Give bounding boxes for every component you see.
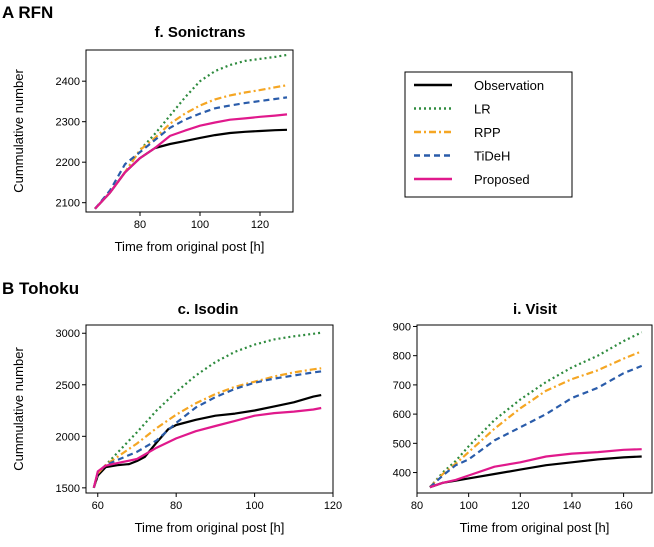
- y-tick-label-f-sonictrans: 2200: [56, 157, 80, 169]
- y-tick-label-i-visit: 600: [393, 409, 411, 421]
- legend: Observation LR RPP TiDeH Proposed: [404, 71, 573, 198]
- x-tick-label-f-sonictrans: 120: [251, 219, 269, 231]
- y-tick-label-f-sonictrans: 2400: [56, 76, 80, 88]
- series-line-tideh-i-visit: [429, 364, 643, 489]
- y-tick-label-i-visit: 700: [393, 380, 411, 392]
- y-tick-label-f-sonictrans: 2100: [56, 198, 80, 210]
- series-line-lr-c-isodin: [92, 331, 322, 489]
- chart-title-c-isodin: c. Isodin: [178, 301, 239, 318]
- section-label-tohoku: B Tohoku: [2, 279, 79, 298]
- plot-frame-c-isodin: [85, 324, 334, 494]
- section-label-rfn: A RFN: [2, 3, 53, 22]
- y-axis-label-f-sonictrans: Cummulative number: [11, 69, 26, 193]
- series-line-tideh-c-isodin: [92, 370, 322, 489]
- x-axis-label-f-sonictrans: Time from original post [h]: [115, 239, 265, 254]
- series-line-observation-i-visit: [429, 455, 642, 489]
- x-tick-label-i-visit: 160: [614, 500, 632, 512]
- x-tick-label-i-visit: 100: [459, 500, 477, 512]
- x-tick-label-i-visit: 140: [563, 500, 581, 512]
- series-line-tideh-f-sonictrans: [94, 96, 288, 210]
- legend-label-lr: LR: [474, 102, 491, 117]
- series-line-proposed-c-isodin: [92, 406, 322, 489]
- y-tick-label-c-isodin: 3000: [56, 328, 80, 340]
- legend-label-observation: Observation: [474, 78, 544, 93]
- x-axis-label-c-isodin: Time from original post [h]: [135, 520, 285, 535]
- y-tick-label-c-isodin: 2000: [56, 431, 80, 443]
- x-tick-label-f-sonictrans: 80: [134, 219, 146, 231]
- chart-sonictrans: f. Sonictrans 80 100 120 2100 2200 2300 2400 Tim…: [11, 24, 294, 254]
- y-tick-label-i-visit: 900: [393, 321, 411, 333]
- legend-label-rpp: RPP: [474, 125, 501, 140]
- plot-frame-f-sonictrans: [85, 49, 294, 213]
- x-axis-label-i-visit: Time from original post [h]: [460, 520, 610, 535]
- y-axis-label-c-isodin: Cummulative number: [11, 347, 26, 471]
- plot-frame-i-visit: [416, 324, 653, 494]
- series-line-lr-i-visit: [429, 331, 643, 488]
- legend-frame: [404, 71, 573, 198]
- legend-label-tideh: TiDeH: [474, 149, 510, 164]
- x-tick-label-f-sonictrans: 100: [191, 219, 209, 231]
- y-tick-label-f-sonictrans: 2300: [56, 117, 80, 129]
- series-line-proposed-f-sonictrans: [94, 113, 288, 210]
- series-line-rpp-i-visit: [429, 350, 643, 488]
- series-line-observation-f-sonictrans: [94, 128, 288, 210]
- y-tick-label-i-visit: 400: [393, 468, 411, 480]
- y-tick-label-i-visit: 500: [393, 438, 411, 450]
- y-tick-label-i-visit: 800: [393, 351, 411, 363]
- x-tick-label-c-isodin: 80: [170, 500, 182, 512]
- x-tick-label-c-isodin: 100: [245, 500, 263, 512]
- x-tick-label-i-visit: 80: [411, 500, 423, 512]
- chart-visit: i. Visit 80 100 120 140 160 400 500 600 700 800 900…: [393, 301, 653, 535]
- legend-label-proposed: Proposed: [474, 172, 530, 187]
- chart-isodin: c. Isodin 60 80 100 120 1500 2000 2500 3000 Time …: [11, 301, 342, 535]
- x-tick-label-c-isodin: 120: [324, 500, 342, 512]
- chart-title-i-visit: i. Visit: [513, 301, 557, 318]
- series-line-proposed-i-visit: [429, 448, 642, 489]
- series-line-rpp-f-sonictrans: [94, 84, 288, 210]
- chart-title-f-sonictrans: f. Sonictrans: [155, 24, 246, 41]
- y-tick-label-c-isodin: 2500: [56, 380, 80, 392]
- y-tick-label-c-isodin: 1500: [56, 483, 80, 495]
- x-tick-label-c-isodin: 60: [92, 500, 104, 512]
- series-line-observation-c-isodin: [92, 394, 322, 489]
- x-tick-label-i-visit: 120: [511, 500, 529, 512]
